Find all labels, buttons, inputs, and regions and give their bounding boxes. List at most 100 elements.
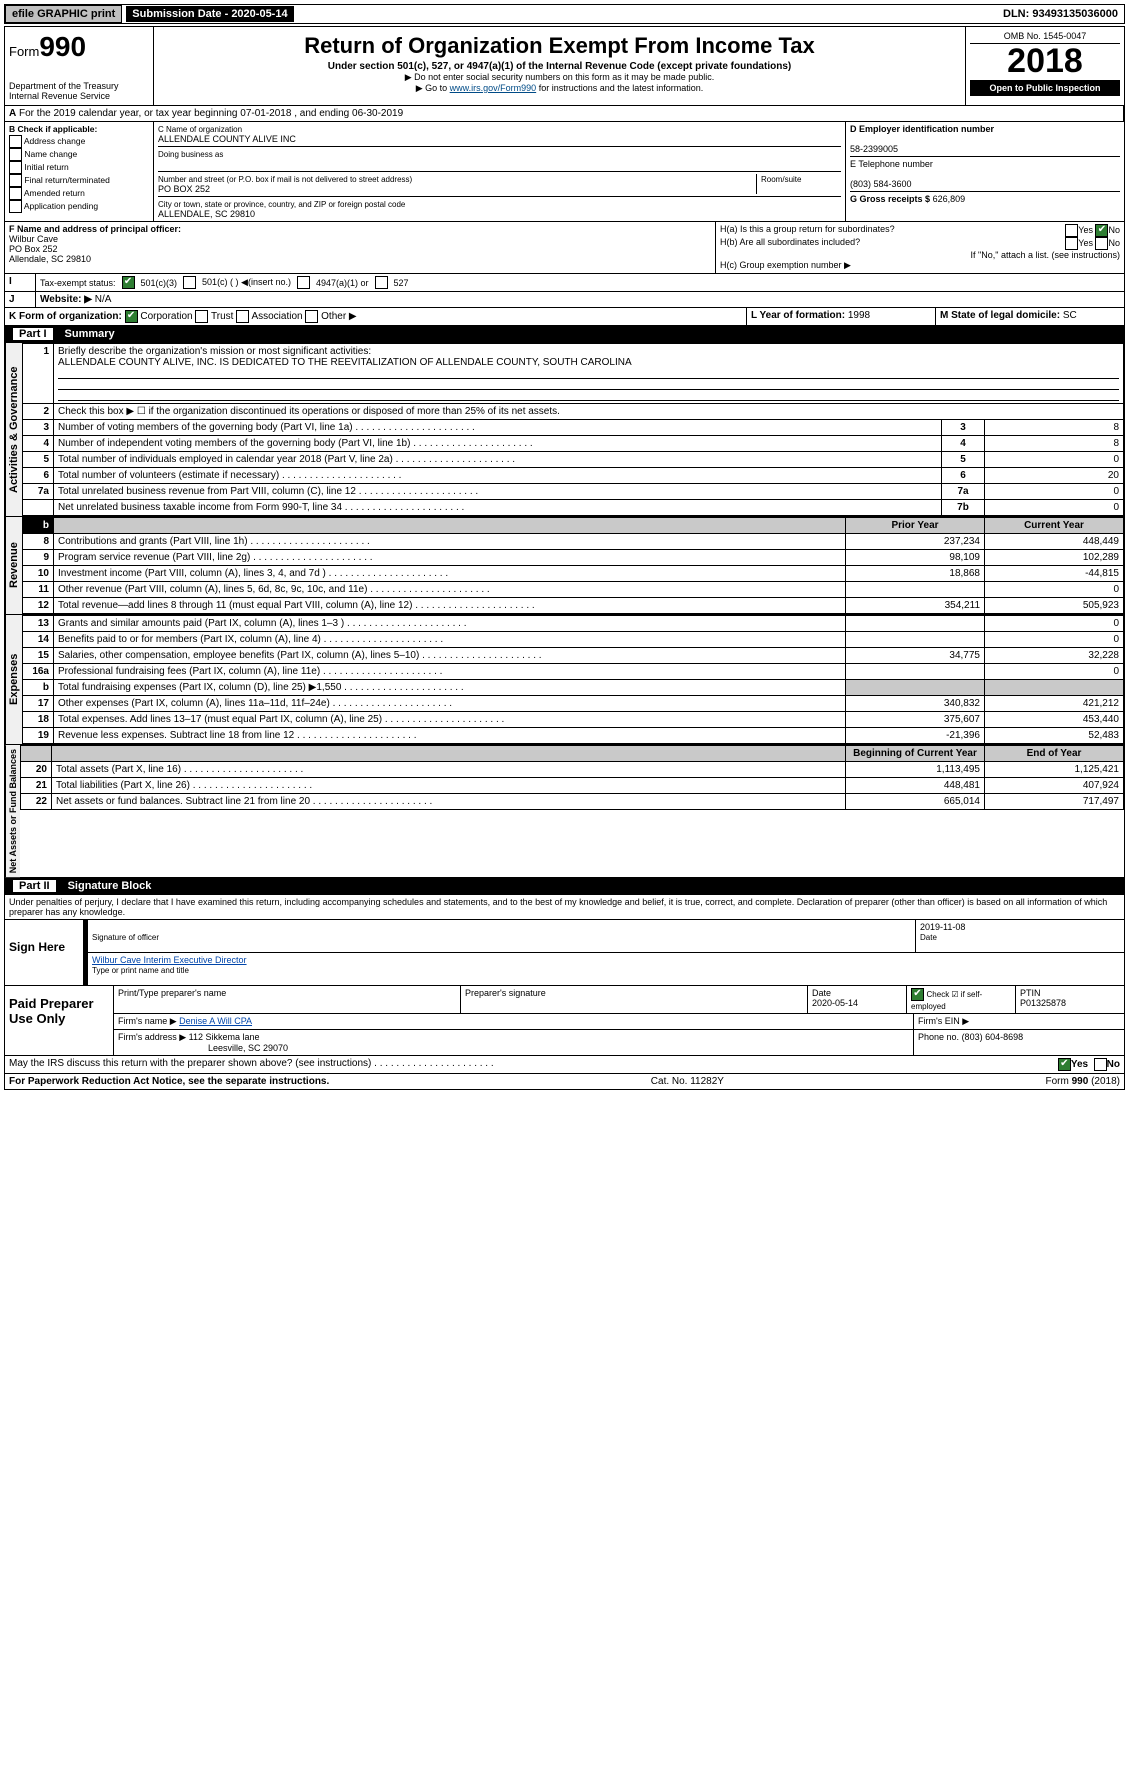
- footer-left: For Paperwork Reduction Act Notice, see …: [9, 1076, 329, 1087]
- cb-trust[interactable]: [195, 310, 208, 323]
- website-value: N/A: [95, 294, 112, 305]
- ha-yes[interactable]: [1065, 224, 1078, 237]
- box-de: D Employer identification number 58-2399…: [846, 122, 1124, 221]
- org-city: ALLENDALE, SC 29810: [158, 209, 255, 219]
- line-b-prior: [846, 680, 985, 696]
- line-20-prior: 1,113,495: [846, 762, 985, 778]
- hb-yes[interactable]: [1065, 237, 1078, 250]
- line-11-curr: 0: [985, 582, 1124, 598]
- cb-initial-return[interactable]: [9, 161, 22, 174]
- ha-label: H(a) Is this a group return for subordin…: [720, 224, 895, 237]
- header-sub2: ▶ Do not enter social security numbers o…: [158, 72, 961, 83]
- cb-4947[interactable]: [297, 276, 310, 289]
- line-16a-desc: Professional fundraising fees (Part IX, …: [54, 664, 846, 680]
- line-22-desc: Net assets or fund balances. Subtract li…: [52, 794, 846, 810]
- line-7a-col: 7a: [942, 484, 985, 500]
- open-inspection: Open to Public Inspection: [970, 80, 1120, 96]
- box-l: L Year of formation: 1998: [747, 308, 936, 325]
- line-13-num: 13: [23, 616, 54, 632]
- line-6-val: 20: [985, 468, 1124, 484]
- line-7a-desc: Total unrelated business revenue from Pa…: [54, 484, 942, 500]
- tax-year: 2018: [970, 44, 1120, 78]
- line-12-desc: Total revenue—add lines 8 through 11 (mu…: [54, 598, 846, 614]
- irs-link[interactable]: www.irs.gov/Form990: [450, 83, 537, 93]
- cb-self-employed[interactable]: ✔: [911, 988, 924, 1001]
- cb-other[interactable]: [305, 310, 318, 323]
- cb-527[interactable]: [375, 276, 388, 289]
- ein-label: D Employer identification number: [850, 124, 994, 134]
- col-eoy: End of Year: [985, 746, 1124, 762]
- line-10-num: 10: [23, 566, 54, 582]
- line-7b-col: 7b: [942, 500, 985, 516]
- cb-final-return-terminated[interactable]: [9, 174, 22, 187]
- line-15-curr: 32,228: [985, 648, 1124, 664]
- line-22-curr: 717,497: [985, 794, 1124, 810]
- cb-amended-return[interactable]: [9, 187, 22, 200]
- line-14-desc: Benefits paid to or for members (Part IX…: [54, 632, 846, 648]
- line-11-num: 11: [23, 582, 54, 598]
- col-curr: Current Year: [985, 518, 1124, 534]
- line-4-col: 4: [942, 436, 985, 452]
- website-label: Website: ▶: [40, 294, 92, 305]
- line-7a-num: 7a: [23, 484, 54, 500]
- officer-print-name[interactable]: Wilbur Cave Interim Executive Director: [92, 955, 247, 965]
- line-11-desc: Other revenue (Part VIII, column (A), li…: [54, 582, 846, 598]
- line-7a-val: 0: [985, 484, 1124, 500]
- cb-501c3[interactable]: ✔: [122, 276, 135, 289]
- cb-corp[interactable]: ✔: [125, 310, 138, 323]
- line-7b-num: [23, 500, 54, 516]
- line-18-desc: Total expenses. Add lines 13–17 (must eq…: [54, 712, 846, 728]
- line-9-desc: Program service revenue (Part VIII, line…: [54, 550, 846, 566]
- sig-officer[interactable]: Signature of officer: [84, 920, 915, 952]
- line-6-desc: Total number of volunteers (estimate if …: [54, 468, 942, 484]
- line-5-col: 5: [942, 452, 985, 468]
- line-10-desc: Investment income (Part VIII, column (A)…: [54, 566, 846, 582]
- line-b-desc: Total fundraising expenses (Part IX, col…: [54, 680, 846, 696]
- part-i-header: Part ISummary: [4, 326, 1125, 343]
- firm-name-link[interactable]: Denise A Will CPA: [179, 1016, 252, 1026]
- box-c: C Name of organization ALLENDALE COUNTY …: [154, 122, 846, 221]
- ha-no[interactable]: ✔: [1095, 224, 1108, 237]
- line-8-num: 8: [23, 534, 54, 550]
- line-7b-val: 0: [985, 500, 1124, 516]
- box-k: K Form of organization: ✔ Corporation Tr…: [5, 308, 747, 325]
- line-22-prior: 665,014: [846, 794, 985, 810]
- mission-text: ALLENDALE COUNTY ALIVE, INC. IS DEDICATE…: [58, 357, 632, 368]
- line-13-curr: 0: [985, 616, 1124, 632]
- line-b-curr: [985, 680, 1124, 696]
- line-20-num: 20: [21, 762, 52, 778]
- cb-name-change[interactable]: [9, 148, 22, 161]
- hb-no[interactable]: [1095, 237, 1108, 250]
- vtab-expenses: Expenses: [5, 615, 22, 744]
- city-label: City or town, state or province, country…: [158, 200, 405, 209]
- line-9-curr: 102,289: [985, 550, 1124, 566]
- form-header: Form990 Department of the Treasury Inter…: [4, 26, 1125, 106]
- line-21-num: 21: [21, 778, 52, 794]
- hb-label: H(b) Are all subordinates included?: [720, 237, 860, 250]
- line-14-curr: 0: [985, 632, 1124, 648]
- discuss-yes[interactable]: ✔: [1058, 1058, 1071, 1071]
- cb-address-change[interactable]: [9, 135, 22, 148]
- line-18-prior: 375,607: [846, 712, 985, 728]
- line-5-num: 5: [23, 452, 54, 468]
- line-4-num: 4: [23, 436, 54, 452]
- cb-application-pending[interactable]: [9, 200, 22, 213]
- org-name: ALLENDALE COUNTY ALIVE INC: [158, 134, 296, 144]
- line-9-prior: 98,109: [846, 550, 985, 566]
- box-h: H(a) Is this a group return for subordin…: [716, 222, 1124, 273]
- line-17-prior: 340,832: [846, 696, 985, 712]
- ptin-value: P01325878: [1020, 998, 1066, 1008]
- line-16a-curr: 0: [985, 664, 1124, 680]
- efile-button[interactable]: efile GRAPHIC print: [5, 5, 122, 23]
- goto-suffix: for instructions and the latest informat…: [539, 83, 704, 93]
- cb-assoc[interactable]: [236, 310, 249, 323]
- discuss-no[interactable]: [1094, 1058, 1107, 1071]
- line-10-prior: 18,868: [846, 566, 985, 582]
- discuss-row: May the IRS discuss this return with the…: [4, 1056, 1125, 1074]
- part-ii-header: Part IISignature Block: [4, 878, 1125, 895]
- cb-501c[interactable]: [183, 276, 196, 289]
- line-16a-prior: [846, 664, 985, 680]
- sign-here-label: Sign Here: [5, 920, 84, 985]
- line-16a-num: 16a: [23, 664, 54, 680]
- line-j: J: [5, 292, 36, 307]
